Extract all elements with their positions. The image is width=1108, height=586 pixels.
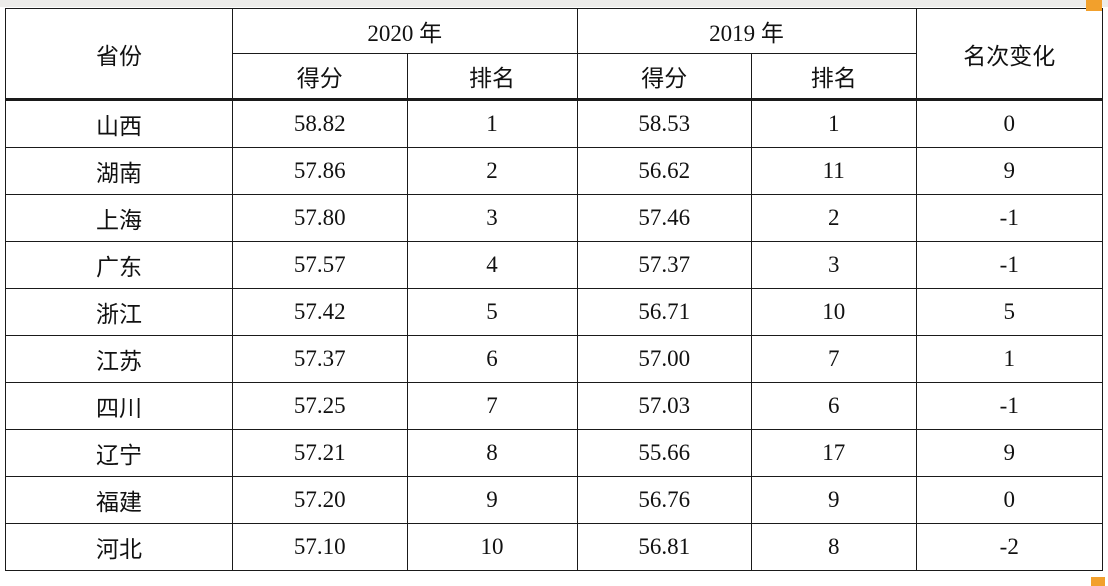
cell-province: 江苏 bbox=[4, 335, 234, 383]
col-header-rank-2019: 排名 bbox=[750, 53, 917, 101]
cell-province: 广东 bbox=[4, 241, 234, 289]
top-edge-strip bbox=[0, 0, 1108, 7]
col-header-rank-change: 名次变化 bbox=[915, 8, 1103, 101]
corner-marker-bottom-right bbox=[1091, 577, 1105, 586]
cell-score-2019: 57.03 bbox=[576, 382, 752, 430]
cell-score-2019: 56.76 bbox=[576, 476, 752, 524]
cell-province: 湖南 bbox=[4, 147, 234, 195]
cell-province: 浙江 bbox=[4, 288, 234, 336]
table-row: 江苏 57.37 6 57.00 7 1 bbox=[4, 335, 1103, 383]
cell-score-2020: 58.82 bbox=[232, 99, 408, 148]
cell-score-2020: 57.42 bbox=[232, 288, 408, 336]
table-row: 上海 57.80 3 57.46 2 -1 bbox=[4, 194, 1103, 242]
cell-score-2020: 57.20 bbox=[232, 476, 408, 524]
cell-province: 四川 bbox=[4, 382, 234, 430]
col-header-province: 省份 bbox=[4, 8, 234, 101]
cell-score-2020: 57.25 bbox=[232, 382, 408, 430]
cell-rank-2019: 1 bbox=[750, 99, 917, 148]
table-row: 福建 57.20 9 56.76 9 0 bbox=[4, 476, 1103, 524]
cell-rank-2019: 9 bbox=[750, 476, 917, 524]
cell-rank-2020: 8 bbox=[406, 429, 578, 477]
cell-score-2020: 57.57 bbox=[232, 241, 408, 289]
cell-score-2019: 57.37 bbox=[576, 241, 752, 289]
cell-province: 福建 bbox=[4, 476, 234, 524]
col-header-score-2020: 得分 bbox=[232, 53, 408, 101]
cell-score-2020: 57.21 bbox=[232, 429, 408, 477]
table-row: 四川 57.25 7 57.03 6 -1 bbox=[4, 382, 1103, 430]
cell-score-2019: 58.53 bbox=[576, 99, 752, 148]
cell-rank-2020: 9 bbox=[406, 476, 578, 524]
cell-rank-2020: 1 bbox=[406, 99, 578, 148]
cell-rank-2020: 3 bbox=[406, 194, 578, 242]
cell-rank-2019: 17 bbox=[750, 429, 917, 477]
cell-rank-2019: 7 bbox=[750, 335, 917, 383]
table-body: 山西 58.82 1 58.53 1 0 湖南 57.86 2 56.62 11… bbox=[4, 99, 1103, 571]
table-header: 省份 2020 年 2019 年 名次变化 得分 排名 得分 排名 bbox=[4, 8, 1103, 101]
cell-score-2019: 55.66 bbox=[576, 429, 752, 477]
cell-rank-2019: 8 bbox=[750, 523, 917, 571]
cell-rank-change: -1 bbox=[915, 194, 1103, 242]
table-container: 省份 2020 年 2019 年 名次变化 得分 排名 得分 排名 山西 58.… bbox=[4, 8, 1103, 571]
cell-province: 辽宁 bbox=[4, 429, 234, 477]
cell-rank-2019: 2 bbox=[750, 194, 917, 242]
cell-province: 上海 bbox=[4, 194, 234, 242]
cell-rank-2020: 7 bbox=[406, 382, 578, 430]
corner-marker-top-right bbox=[1086, 0, 1102, 11]
cell-rank-change: 0 bbox=[915, 99, 1103, 148]
cell-rank-2020: 10 bbox=[406, 523, 578, 571]
table-row: 河北 57.10 10 56.81 8 -2 bbox=[4, 523, 1103, 571]
cell-rank-2020: 2 bbox=[406, 147, 578, 195]
cell-score-2019: 56.71 bbox=[576, 288, 752, 336]
table-row: 广东 57.57 4 57.37 3 -1 bbox=[4, 241, 1103, 289]
cell-rank-change: 1 bbox=[915, 335, 1103, 383]
col-header-year-2020: 2020 年 bbox=[232, 8, 578, 54]
table-row: 山西 58.82 1 58.53 1 0 bbox=[4, 99, 1103, 148]
cell-score-2019: 56.62 bbox=[576, 147, 752, 195]
cell-score-2020: 57.10 bbox=[232, 523, 408, 571]
cell-rank-change: -1 bbox=[915, 241, 1103, 289]
cell-score-2020: 57.86 bbox=[232, 147, 408, 195]
cell-rank-change: 0 bbox=[915, 476, 1103, 524]
cell-rank-2020: 4 bbox=[406, 241, 578, 289]
col-header-year-2019: 2019 年 bbox=[576, 8, 917, 54]
table-row: 湖南 57.86 2 56.62 11 9 bbox=[4, 147, 1103, 195]
cell-score-2020: 57.80 bbox=[232, 194, 408, 242]
cell-rank-change: -1 bbox=[915, 382, 1103, 430]
cell-rank-2019: 11 bbox=[750, 147, 917, 195]
cell-rank-2020: 6 bbox=[406, 335, 578, 383]
cell-score-2019: 56.81 bbox=[576, 523, 752, 571]
table-row: 辽宁 57.21 8 55.66 17 9 bbox=[4, 429, 1103, 477]
cell-rank-change: 5 bbox=[915, 288, 1103, 336]
cell-score-2019: 57.00 bbox=[576, 335, 752, 383]
cell-rank-2019: 10 bbox=[750, 288, 917, 336]
cell-province: 河北 bbox=[4, 523, 234, 571]
cell-rank-change: -2 bbox=[915, 523, 1103, 571]
table-row: 浙江 57.42 5 56.71 10 5 bbox=[4, 288, 1103, 336]
cell-rank-change: 9 bbox=[915, 147, 1103, 195]
cell-rank-2020: 5 bbox=[406, 288, 578, 336]
province-ranking-table: 省份 2020 年 2019 年 名次变化 得分 排名 得分 排名 山西 58.… bbox=[4, 8, 1103, 571]
cell-score-2019: 57.46 bbox=[576, 194, 752, 242]
cell-rank-change: 9 bbox=[915, 429, 1103, 477]
cell-rank-2019: 6 bbox=[750, 382, 917, 430]
cell-rank-2019: 3 bbox=[750, 241, 917, 289]
cell-score-2020: 57.37 bbox=[232, 335, 408, 383]
col-header-rank-2020: 排名 bbox=[406, 53, 578, 101]
header-row-top: 省份 2020 年 2019 年 名次变化 bbox=[4, 8, 1103, 101]
col-header-score-2019: 得分 bbox=[576, 53, 752, 101]
header-row-sub: 得分 排名 得分 排名 bbox=[6, 53, 1103, 101]
cell-province: 山西 bbox=[4, 99, 234, 148]
